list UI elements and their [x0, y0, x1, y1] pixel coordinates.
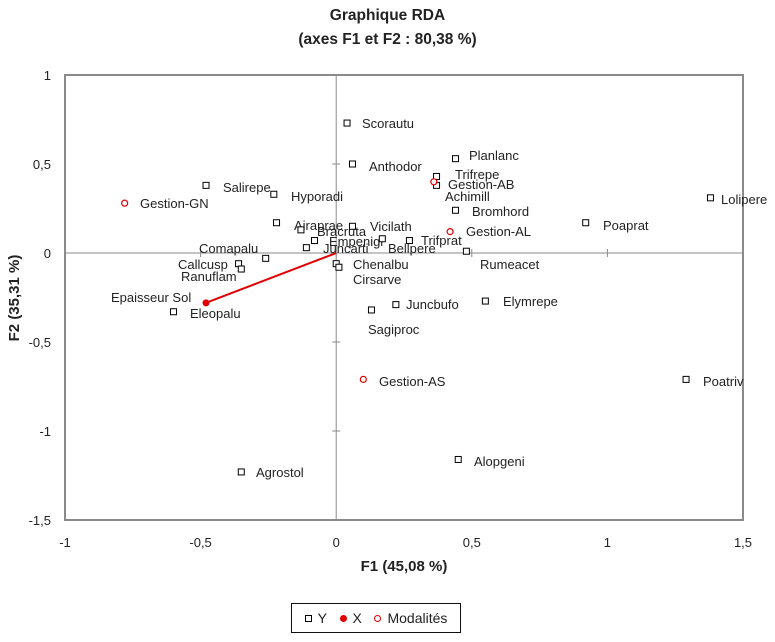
y-tick-label: -1	[39, 424, 51, 439]
y-tick-label: 0,5	[33, 157, 51, 172]
x-tick-label: -0,5	[189, 535, 211, 550]
square-marker-icon	[348, 222, 356, 230]
data-points: Scorautu Anthodor Planlanc Trifrepe Achimill…	[111, 116, 767, 480]
point-label: Agrostol	[256, 465, 304, 480]
x-axis-title: F1 (45,08 %)	[361, 558, 448, 575]
point-label: Chenalbu	[353, 257, 409, 272]
point-label: Elymrepe	[503, 294, 558, 309]
point-label: Planlanc	[469, 148, 519, 163]
square-marker-icon	[348, 160, 356, 168]
square-marker-icon	[237, 468, 245, 476]
dot-marker-icon	[202, 299, 210, 307]
x-tick-label: 0	[333, 535, 340, 550]
square-marker-icon	[297, 226, 305, 234]
point-label: Trifrepe	[455, 167, 499, 182]
square-marker-icon	[237, 265, 245, 273]
circle-marker-icon	[121, 199, 129, 207]
point-label: Anthodor	[369, 159, 422, 174]
point-label: Alopgeni	[474, 454, 525, 469]
point-label: Bromhord	[472, 204, 529, 219]
legend-label-y: Y	[317, 610, 327, 626]
square-marker-icon	[452, 206, 460, 214]
y-tick-label: -1,5	[29, 513, 51, 528]
legend-item-modalites: Modalités	[374, 610, 447, 626]
point-label: Lolipere	[721, 192, 767, 207]
point-label: Scorautu	[362, 116, 414, 131]
point-label: Empenigr	[329, 234, 385, 249]
tick-labels: -1 -0,5 0 0,5 1 1,5 1 0,5 0 -0,5 -1 -1,5	[29, 68, 752, 550]
point-label: Poaprat	[603, 218, 649, 233]
legend-label-modalites: Modalités	[387, 610, 448, 626]
point-label: Juncbufo	[406, 297, 459, 312]
square-marker-icon	[682, 375, 690, 383]
square-marker-icon	[273, 219, 281, 227]
square-marker-icon	[343, 119, 351, 127]
point-label: Gestion-AB	[448, 177, 514, 192]
chart-subtitle: (axes F1 et F2 : 80,38 %)	[298, 31, 477, 48]
square-marker-icon	[311, 237, 319, 245]
y-tick-label: -0,5	[29, 335, 51, 350]
point-label: Achimill	[445, 189, 490, 204]
legend-item-y: Y	[304, 610, 327, 626]
legend-label-x: X	[352, 610, 362, 626]
point-label: Vicilath	[370, 219, 412, 234]
point-label: Ranuflam	[181, 269, 237, 284]
plot-frame	[64, 74, 744, 521]
plot-border	[64, 74, 744, 521]
x-tick-label: -1	[59, 535, 71, 550]
square-marker-icon	[462, 247, 470, 255]
circle-marker-icon	[430, 178, 438, 186]
x-tick-label: 0,5	[463, 535, 481, 550]
point-label: Gestion-AL	[466, 224, 531, 239]
square-marker-icon	[582, 219, 590, 227]
y-tick-label: 0	[44, 246, 51, 261]
point-label: Eleopalu	[190, 306, 241, 321]
square-marker-icon	[304, 614, 312, 622]
square-marker-icon	[706, 194, 714, 202]
point-label: Poatriv	[703, 374, 744, 389]
point-label: Gestion-AS	[379, 374, 446, 389]
square-marker-icon	[454, 455, 462, 463]
x-tick-label: 1	[604, 535, 611, 550]
y-axis-title: F2 (35,31 %)	[6, 255, 23, 342]
point-label: Juncarti	[323, 241, 369, 256]
square-marker-icon	[335, 263, 343, 271]
square-marker-icon	[405, 237, 413, 245]
point-label: Bellpere	[388, 241, 436, 256]
square-marker-icon	[367, 306, 375, 314]
point-label: Epaisseur Sol	[111, 290, 191, 305]
x-tick-label: 1,5	[734, 535, 752, 550]
square-marker-icon	[378, 235, 386, 243]
legend-item-x: X	[339, 610, 362, 626]
point-label: Callcusp	[178, 257, 228, 272]
square-marker-icon	[452, 155, 460, 163]
square-marker-icon	[262, 254, 270, 262]
square-marker-icon	[270, 190, 278, 198]
chart-legend: Y X Modalités	[291, 603, 461, 633]
square-marker-icon	[481, 297, 489, 305]
point-label: Salirepe	[223, 180, 271, 195]
circle-marker-icon	[446, 228, 454, 236]
square-marker-icon	[202, 181, 210, 189]
dot-marker-icon	[339, 614, 347, 622]
point-label: Trifprat	[421, 233, 462, 248]
chart-title: Graphique RDA	[329, 7, 446, 24]
square-marker-icon	[302, 244, 310, 252]
point-label: Airaprae	[294, 218, 343, 233]
y-tick-label: 1	[44, 68, 51, 83]
point-label: Hyporadi	[291, 189, 343, 204]
vector-line	[205, 252, 337, 304]
square-marker-icon	[169, 308, 177, 316]
point-label: Cirsarve	[353, 272, 401, 287]
point-label: Rumeacet	[480, 257, 540, 272]
square-marker-icon	[392, 301, 400, 309]
point-label: Gestion-GN	[140, 196, 209, 211]
point-label: Sagiproc	[368, 322, 420, 337]
point-label: Comapalu	[199, 241, 258, 256]
circle-marker-icon	[359, 375, 367, 383]
circle-marker-icon	[374, 614, 382, 622]
